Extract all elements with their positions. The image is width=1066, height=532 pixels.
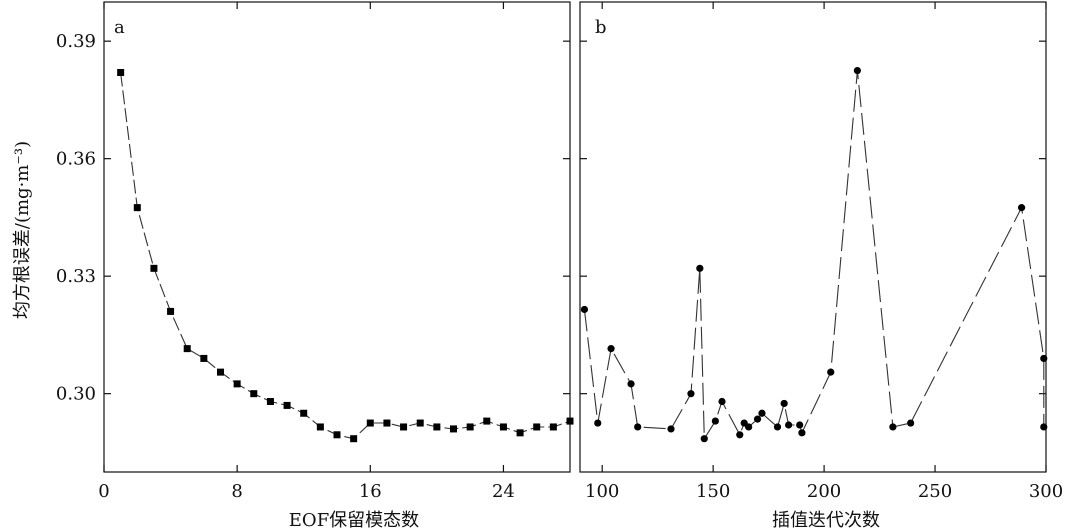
series-line <box>120 72 571 440</box>
panel-a-frame <box>103 1 571 473</box>
data-point <box>316 423 324 431</box>
y-tick-label: 0.36 <box>56 149 96 170</box>
data-point <box>483 417 491 425</box>
data-point <box>798 429 806 437</box>
panel-b: b 100 150 200 250 300 插值迭代次数 <box>579 1 1063 531</box>
data-point <box>333 431 341 439</box>
data-point <box>200 354 208 362</box>
data-point <box>667 425 675 433</box>
data-point <box>796 421 804 429</box>
panel-b-ticks: 100 150 200 250 300 <box>580 2 1063 502</box>
data-point <box>400 423 408 431</box>
data-point <box>466 423 474 431</box>
data-point <box>1040 354 1048 363</box>
data-point <box>758 409 766 417</box>
x-tick-label: 200 <box>807 481 841 502</box>
data-point <box>711 417 719 425</box>
data-point <box>233 380 241 388</box>
data-point <box>745 423 753 431</box>
data-point <box>183 345 191 353</box>
data-point <box>133 204 141 212</box>
x-tick-label: 16 <box>359 481 382 502</box>
data-point <box>827 368 835 376</box>
panel-a-ticks: 0 8 16 24 0.30 0.33 0.36 0.39 <box>56 2 570 502</box>
data-point <box>687 390 695 398</box>
x-tick-label: 300 <box>1029 481 1063 502</box>
data-point <box>753 415 762 423</box>
data-point <box>580 305 589 314</box>
panel-b-series <box>580 66 1048 443</box>
data-point <box>533 423 541 431</box>
y-axis-label: 均方根误差/(mg·m⁻³) <box>12 141 33 319</box>
data-point <box>499 423 507 431</box>
y-tick-label: 0.39 <box>56 31 96 52</box>
data-point <box>217 368 224 376</box>
data-point <box>780 399 788 408</box>
data-point <box>773 423 782 431</box>
panel-b-label: b <box>595 17 607 38</box>
data-point <box>696 264 704 272</box>
series-line <box>583 70 1045 441</box>
data-point <box>300 409 308 417</box>
data-point <box>250 390 258 398</box>
panel-a: a 0 8 16 24 0.30 0.33 0.36 0.39 EOF保留模态数 <box>56 1 574 531</box>
data-point <box>700 435 708 443</box>
y-tick-label: 0.33 <box>56 266 96 287</box>
data-point <box>889 423 897 431</box>
data-point <box>594 419 602 427</box>
data-point <box>283 401 291 409</box>
panel-b-xlabel: 插值迭代次数 <box>772 510 880 531</box>
x-tick-label: 100 <box>585 481 619 502</box>
x-tick-label: 24 <box>492 481 515 502</box>
data-point <box>736 431 744 439</box>
data-point <box>433 423 441 431</box>
x-tick-label: 0 <box>98 481 109 502</box>
x-tick-label: 8 <box>231 481 242 502</box>
data-point <box>907 419 915 427</box>
panel-b-frame <box>579 1 1047 473</box>
data-point <box>516 429 524 437</box>
data-point <box>1040 423 1048 431</box>
data-point <box>853 66 861 75</box>
data-point <box>1017 204 1026 212</box>
data-point <box>566 417 574 425</box>
data-point <box>366 419 374 427</box>
data-point <box>416 419 424 427</box>
data-point <box>450 425 457 433</box>
data-point <box>627 380 635 388</box>
data-point <box>549 423 557 431</box>
data-point <box>718 397 726 406</box>
data-point <box>266 398 274 405</box>
y-tick-label: 0.30 <box>56 384 96 405</box>
panel-a-label: a <box>114 17 125 38</box>
x-tick-label: 150 <box>696 481 730 502</box>
data-point <box>167 307 175 315</box>
x-tick-label: 250 <box>918 481 952 502</box>
panel-a-xlabel: EOF保留模态数 <box>289 510 419 531</box>
data-point <box>607 345 615 353</box>
data-point <box>150 264 158 272</box>
data-point <box>383 419 391 427</box>
data-point <box>784 421 793 429</box>
data-point <box>350 435 358 443</box>
panel-a-series <box>117 69 574 443</box>
data-point <box>117 69 125 76</box>
data-point <box>634 423 642 431</box>
